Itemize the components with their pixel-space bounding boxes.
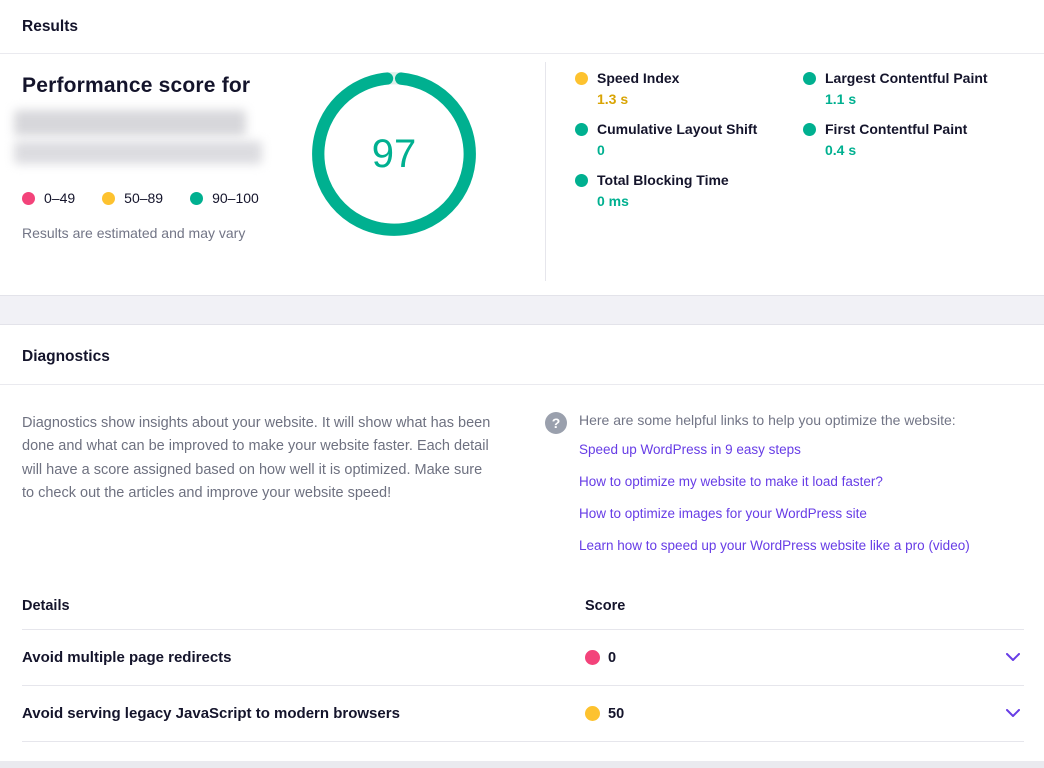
performance-gauge: 97 — [308, 68, 480, 240]
score-dot — [585, 706, 600, 721]
performance-title: Performance score for — [22, 74, 251, 97]
score-value: 50 — [608, 705, 625, 722]
performance-score-value: 97 — [371, 131, 417, 176]
score-value: 0 — [608, 649, 617, 666]
legend-label-mid: 50–89 — [124, 190, 164, 206]
legend-item-low: 0–49 — [22, 190, 75, 206]
detail-row-score: 50 — [585, 706, 624, 722]
helpful-links-list: Here are some helpful links to help you … — [579, 412, 970, 570]
metric-label: Largest Contentful Paint — [825, 70, 988, 86]
metrics-grid: Speed Index 1.3 s Largest Contentful Pai… — [575, 70, 1028, 209]
page-title: Results — [22, 18, 78, 35]
link-speed-up-video[interactable]: Learn how to speed up your WordPress web… — [579, 538, 970, 553]
helpful-links-intro: Here are some helpful links to help you … — [579, 412, 956, 428]
detail-row-label: Avoid multiple page redirects — [22, 649, 232, 666]
legend-item-mid: 50–89 — [102, 190, 163, 206]
metric-first-contentful-paint: First Contentful Paint 0.4 s — [803, 121, 1028, 158]
score-column-header: Score — [585, 598, 626, 614]
metric-speed-index: Speed Index 1.3 s — [575, 70, 803, 107]
metric-value: 0.4 s — [825, 142, 857, 158]
detail-row-label: Avoid serving legacy JavaScript to moder… — [22, 705, 400, 722]
metric-dot — [575, 122, 588, 136]
diagnostics-header: Diagnostics — [0, 325, 1044, 385]
diagnostics-section: Diagnostics Diagnostics show insights ab… — [0, 325, 1044, 570]
legend-item-high: 90–100 — [190, 190, 259, 206]
link-speed-up-wordpress[interactable]: Speed up WordPress in 9 easy steps — [579, 442, 801, 457]
detail-row-avoid-redirects[interactable]: Avoid multiple page redirects 0 — [22, 630, 1024, 686]
chevron-down-icon[interactable] — [1006, 653, 1020, 662]
link-optimize-website[interactable]: How to optimize my website to make it lo… — [579, 474, 883, 489]
legend-label-high: 90–100 — [212, 190, 259, 206]
diagnostics-title: Diagnostics — [22, 348, 110, 365]
gauge-ring-icon — [312, 72, 476, 236]
metric-value: 0 — [597, 142, 605, 158]
vertical-divider — [545, 62, 546, 281]
metric-total-blocking-time: Total Blocking Time 0 ms — [575, 172, 803, 209]
gauge-arc — [312, 72, 476, 236]
score-dot — [585, 650, 600, 665]
diagnostics-body: Diagnostics show insights about your web… — [0, 385, 1044, 570]
performance-summary: Performance score for 0–49 50–89 90–100 — [14, 74, 297, 241]
metric-largest-contentful-paint: Largest Contentful Paint 1.1 s — [803, 70, 1028, 107]
metric-label: First Contentful Paint — [825, 121, 968, 137]
legend-dot-low — [22, 191, 35, 205]
redacted-blur-bottom — [14, 141, 262, 164]
diagnostics-description: Diagnostics show insights about your web… — [22, 415, 491, 502]
bottom-cutoff-strip — [0, 761, 1044, 768]
chevron-down-icon[interactable] — [1006, 709, 1020, 718]
metric-label: Cumulative Layout Shift — [597, 121, 758, 137]
details-table-header: Details Score — [22, 598, 1024, 630]
redacted-site-url — [14, 108, 297, 170]
legend-dot-high — [190, 191, 204, 205]
metric-value: 1.1 s — [825, 91, 857, 107]
results-header: Results — [0, 0, 1044, 54]
link-optimize-images[interactable]: How to optimize images for your WordPres… — [579, 506, 867, 521]
metric-dot — [803, 71, 816, 85]
metric-cumulative-layout-shift: Cumulative Layout Shift 0 — [575, 121, 803, 158]
metric-label: Total Blocking Time — [597, 172, 729, 188]
metric-dot — [575, 71, 588, 85]
score-legend: 0–49 50–89 90–100 — [22, 190, 297, 206]
details-column-header: Details — [22, 598, 70, 614]
metric-value: 0 ms — [597, 193, 629, 209]
section-separator — [0, 295, 1044, 325]
details-table: Details Score Avoid multiple page redire… — [0, 598, 1044, 768]
legend-label-low: 0–49 — [44, 190, 76, 206]
legend-dot-mid — [102, 191, 116, 205]
redacted-blur-top — [14, 110, 246, 136]
metric-label: Speed Index — [597, 70, 680, 86]
helpful-links-panel: ? Here are some helpful links to help yo… — [545, 412, 970, 570]
metric-dot — [575, 173, 588, 187]
metric-value: 1.3 s — [597, 91, 629, 107]
detail-row-score: 0 — [585, 650, 616, 666]
results-disclaimer: Results are estimated and may vary — [22, 225, 246, 241]
detail-row-legacy-javascript[interactable]: Avoid serving legacy JavaScript to moder… — [22, 686, 1024, 742]
metric-dot — [803, 122, 816, 136]
help-question-icon[interactable]: ? — [545, 412, 567, 434]
performance-section: Performance score for 0–49 50–89 90–100 — [0, 54, 1044, 295]
